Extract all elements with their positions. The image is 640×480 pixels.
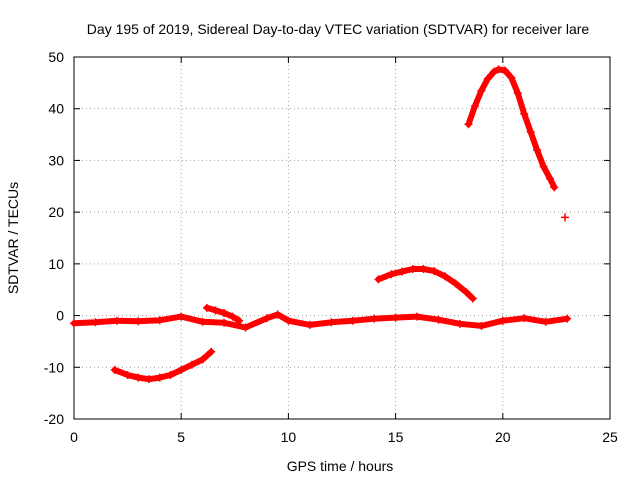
data-point bbox=[451, 279, 460, 288]
y-tick-label: -10 bbox=[44, 359, 64, 375]
data-point bbox=[241, 323, 250, 332]
data-point bbox=[202, 303, 211, 312]
data-point bbox=[273, 310, 282, 319]
data-point bbox=[370, 314, 379, 323]
data-point bbox=[560, 213, 569, 222]
data-point bbox=[235, 316, 244, 325]
data-point bbox=[123, 371, 132, 380]
data-point bbox=[490, 67, 499, 76]
y-tick-label: 50 bbox=[48, 49, 64, 65]
series-arc-mid bbox=[374, 265, 477, 303]
series-isolated-point bbox=[560, 213, 569, 222]
data-point bbox=[284, 316, 293, 325]
series-trace bbox=[375, 266, 476, 302]
series-arc-short bbox=[202, 303, 244, 325]
data-point bbox=[187, 360, 196, 369]
data-point bbox=[220, 308, 229, 317]
y-tick-label: 20 bbox=[48, 204, 64, 220]
y-axis-label: SDTVAR / TECUs bbox=[5, 182, 21, 294]
data-point bbox=[419, 265, 428, 274]
x-axis-label: GPS time / hours bbox=[287, 458, 394, 474]
data-point bbox=[134, 317, 143, 326]
data-point bbox=[91, 318, 100, 327]
data-point bbox=[198, 355, 207, 364]
data-point bbox=[305, 320, 314, 329]
data-point bbox=[408, 265, 417, 274]
data-point bbox=[198, 317, 207, 326]
y-tick-label: 10 bbox=[48, 256, 64, 272]
series-trace bbox=[71, 311, 571, 331]
series-baseline-arc bbox=[70, 310, 572, 332]
series-arc-peak bbox=[464, 65, 559, 192]
data-point bbox=[563, 314, 572, 323]
x-tick-label: 20 bbox=[495, 429, 511, 445]
plot-frame bbox=[73, 56, 611, 420]
data-point bbox=[228, 312, 237, 321]
y-tick-label: 30 bbox=[48, 152, 64, 168]
data-point bbox=[177, 365, 186, 374]
data-point bbox=[430, 267, 439, 276]
data-point bbox=[155, 373, 164, 382]
data-point bbox=[220, 318, 229, 327]
data-point bbox=[462, 288, 471, 297]
data-point bbox=[413, 312, 422, 321]
data-point bbox=[526, 127, 535, 136]
data-point bbox=[262, 314, 271, 323]
x-tick-label: 25 bbox=[602, 429, 618, 445]
data-point bbox=[470, 102, 479, 111]
data-point bbox=[541, 317, 550, 326]
chart-title: Day 195 of 2019, Sidereal Day-to-day VTE… bbox=[87, 21, 590, 37]
y-tick-label: 40 bbox=[48, 101, 64, 117]
data-point bbox=[477, 321, 486, 330]
data-point bbox=[134, 373, 143, 382]
data-point bbox=[498, 316, 507, 325]
data-point bbox=[177, 312, 186, 321]
data-point bbox=[398, 267, 407, 276]
data-point bbox=[477, 86, 486, 95]
data-point bbox=[391, 313, 400, 322]
data-point bbox=[464, 120, 473, 129]
data-point bbox=[483, 74, 492, 83]
data-point bbox=[520, 314, 529, 323]
data-point bbox=[468, 294, 477, 303]
series-trace bbox=[111, 348, 215, 383]
data-point bbox=[374, 275, 383, 284]
data-point bbox=[348, 316, 357, 325]
data-point bbox=[500, 66, 509, 75]
data-point bbox=[550, 183, 559, 192]
axis-ticks: 0 5 10 15 20 25 -20 -10 0 10 20 30 40 50 bbox=[44, 49, 618, 445]
data-point bbox=[539, 162, 548, 171]
data-point bbox=[166, 371, 175, 380]
x-tick-label: 5 bbox=[177, 429, 185, 445]
grid bbox=[74, 57, 610, 419]
data-point bbox=[211, 306, 220, 315]
x-tick-label: 0 bbox=[70, 429, 78, 445]
data-point bbox=[440, 272, 449, 281]
data-point bbox=[513, 89, 522, 98]
data-point bbox=[387, 270, 396, 279]
data-point bbox=[327, 318, 336, 327]
series-arc-low bbox=[110, 347, 216, 384]
data-point bbox=[155, 316, 164, 325]
data-point bbox=[533, 146, 542, 155]
data-point bbox=[70, 319, 78, 328]
y-tick-label: 0 bbox=[56, 308, 64, 324]
data-point bbox=[434, 315, 443, 324]
data-point bbox=[545, 174, 554, 183]
data-point bbox=[110, 365, 119, 374]
data-point bbox=[455, 319, 464, 328]
x-tick-label: 15 bbox=[388, 429, 404, 445]
data-point bbox=[494, 65, 503, 74]
data-points bbox=[70, 65, 572, 384]
data-point bbox=[520, 109, 529, 118]
data-point bbox=[207, 347, 216, 356]
y-tick-label: -20 bbox=[44, 411, 64, 427]
data-point bbox=[145, 375, 154, 384]
x-tick-label: 10 bbox=[281, 429, 297, 445]
data-point bbox=[507, 73, 516, 82]
data-point bbox=[112, 316, 121, 325]
